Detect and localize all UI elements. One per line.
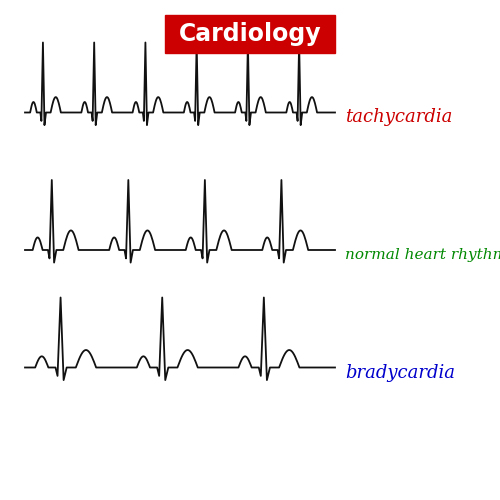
- Text: Cardiology: Cardiology: [178, 22, 322, 46]
- Text: bradycardia: bradycardia: [345, 364, 455, 382]
- Text: normal heart rhythm: normal heart rhythm: [345, 248, 500, 262]
- Text: tachycardia: tachycardia: [345, 108, 453, 126]
